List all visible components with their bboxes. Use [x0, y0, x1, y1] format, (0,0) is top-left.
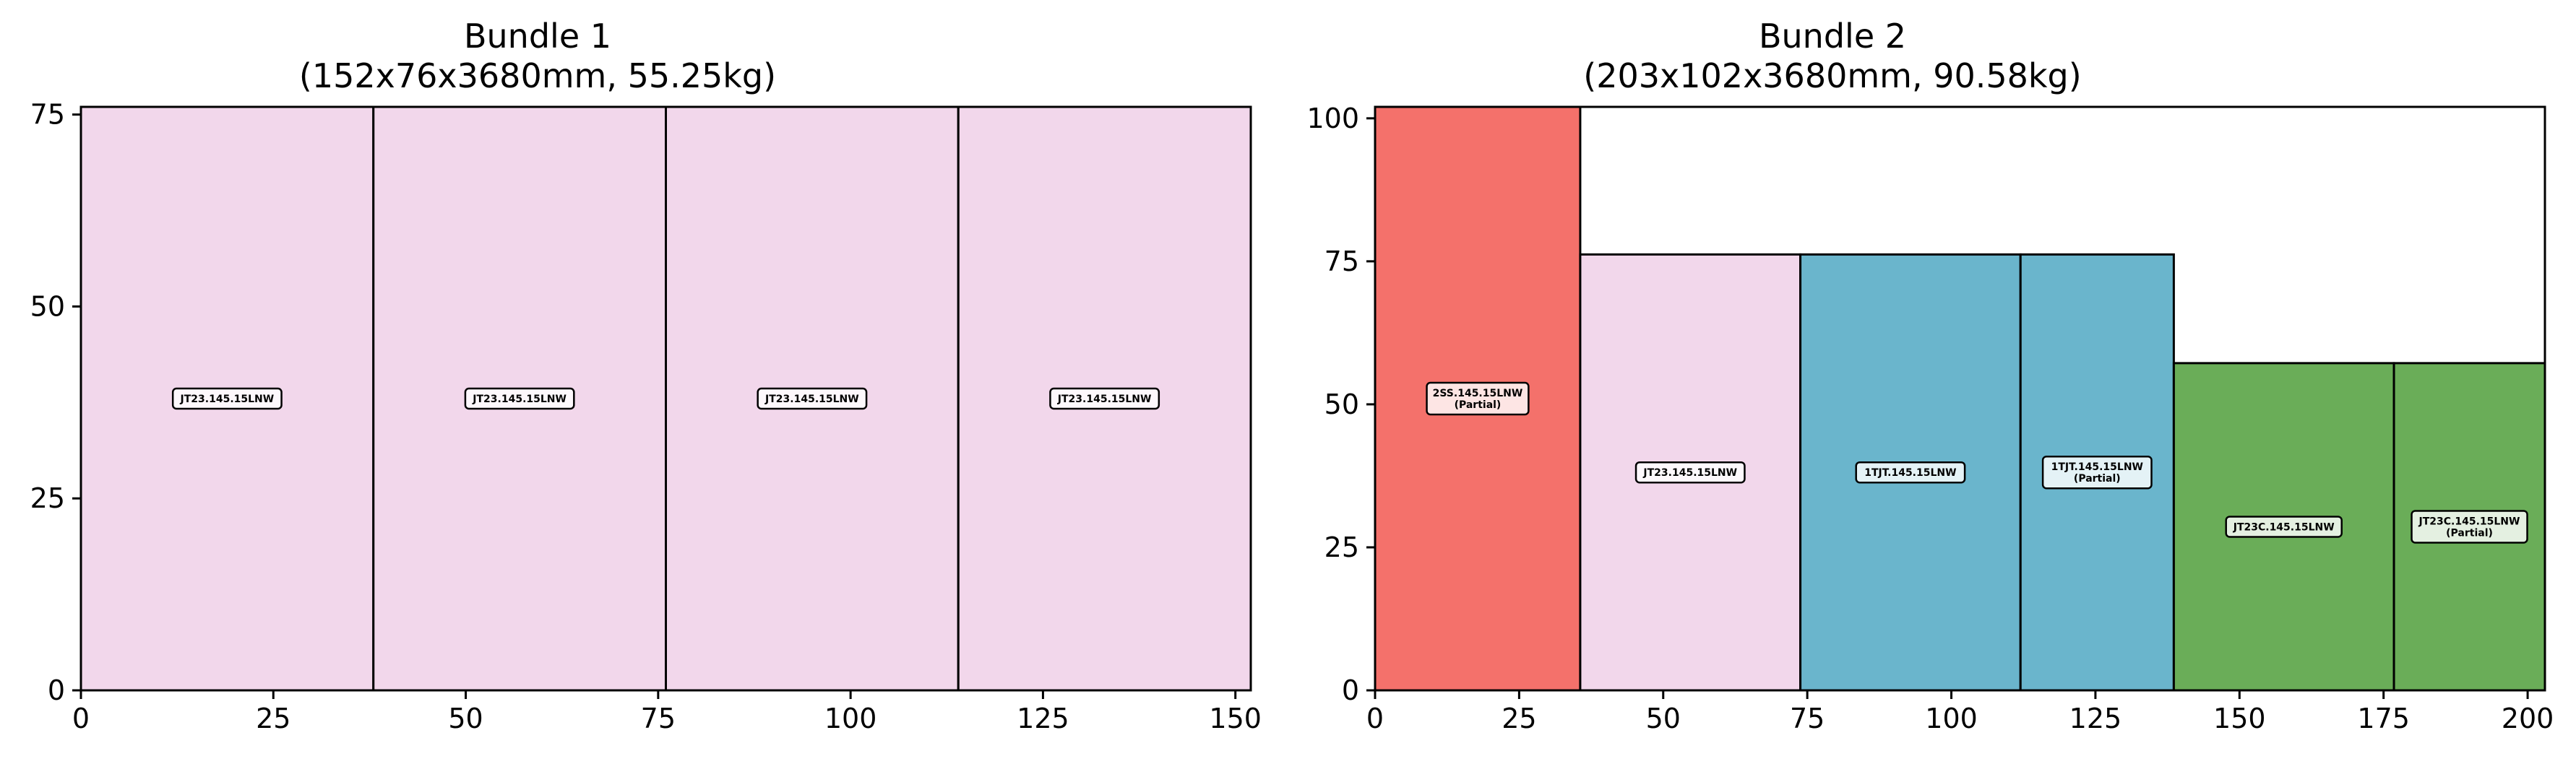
- piece-label: 1TJT.145.15LNW: [1864, 467, 1956, 479]
- piece-label: JT23.145.15LNW: [764, 394, 859, 405]
- piece-label-box: [1426, 381, 1530, 416]
- x-tick-label: 100: [1925, 703, 1978, 734]
- piece-label-box: [1049, 387, 1160, 410]
- piece-label-box: [1855, 461, 1966, 484]
- x-tick-label: 25: [1502, 703, 1536, 734]
- x-tick-label: 25: [256, 703, 290, 734]
- x-tick-label: 125: [1017, 703, 1069, 734]
- piece-sublabel: (Partial): [2074, 473, 2121, 485]
- piece-label-box: [464, 387, 575, 410]
- y-tick-label: 25: [30, 482, 65, 514]
- x-tick-label: 175: [2357, 703, 2410, 734]
- panel-1-title-line-1: Bundle 1: [464, 17, 611, 56]
- y-tick-label: 75: [30, 99, 65, 131]
- piece-label: JT23.145.15LNW: [180, 394, 275, 405]
- x-tick-label: 50: [1646, 703, 1681, 734]
- piece-label: JT23.145.15LNW: [1057, 394, 1152, 405]
- piece-label-box: [1634, 461, 1746, 484]
- panel-2-title-line-1: Bundle 2: [1759, 17, 1906, 56]
- x-tick-label: 150: [1209, 703, 1262, 734]
- piece-label: JT23.145.15LNW: [1642, 467, 1737, 479]
- piece-label: JT23C.145.15LNW: [2418, 516, 2520, 527]
- panel-1-title-line-2: (152x76x3680mm, 55.25kg): [299, 56, 776, 95]
- y-tick-label: 25: [1324, 531, 1359, 563]
- x-tick-label: 50: [448, 703, 483, 734]
- piece-label: JT23.145.15LNW: [472, 394, 567, 405]
- piece-rect: [1799, 253, 2022, 692]
- y-tick-label: 50: [1324, 388, 1359, 420]
- x-tick-label: 125: [2069, 703, 2122, 734]
- panel-1-plot-area: JT23.145.15LNW JT23.145.15LNW JT23.145.15L…: [30, 99, 1262, 734]
- piece-label-box: [2225, 516, 2343, 538]
- piece-label-box: [171, 387, 283, 410]
- piece-label-box: [757, 387, 868, 410]
- piece-label-box: [2411, 510, 2528, 544]
- piece-sublabel: (Partial): [2446, 527, 2493, 539]
- x-tick-label: 75: [1790, 703, 1825, 734]
- x-tick-label: 100: [824, 703, 877, 734]
- axes-frame: [1374, 105, 2546, 692]
- panel-2-title-line-2: (203x102x3680mm, 90.58kg): [1583, 56, 2081, 95]
- piece-label: JT23C.145.15LNW: [2233, 521, 2335, 533]
- piece-label: 2SS.145.15LNW: [1433, 388, 1523, 399]
- y-tick-label: 100: [1306, 103, 1359, 134]
- x-tick-label: 200: [2502, 703, 2554, 734]
- panel-2-plot-area: 2SS.145.15LNW(Partial)JT23.145.15LNW 1TJT…: [1306, 103, 2554, 734]
- y-tick-label: 50: [30, 290, 65, 322]
- piece-label-box: [2041, 455, 2153, 490]
- piece-label: 1TJT.145.15LNW: [2051, 461, 2143, 473]
- y-tick-label: 0: [48, 674, 65, 706]
- piece-sublabel: (Partial): [1455, 399, 1502, 411]
- x-tick-label: 150: [2213, 703, 2266, 734]
- x-tick-label: 0: [1366, 703, 1384, 734]
- y-tick-label: 0: [1342, 674, 1359, 706]
- panel-bundle-1: Bundle 1 (152x76x3680mm, 55.25kg) JT23.1…: [30, 17, 1262, 734]
- axes-frame: [79, 105, 1252, 692]
- panel-bundle-2: Bundle 2 (203x102x3680mm, 90.58kg) 2SS.1…: [1306, 17, 2554, 734]
- y-tick-label: 75: [1324, 246, 1359, 277]
- x-tick-label: 75: [641, 703, 676, 734]
- x-tick-label: 0: [72, 703, 90, 734]
